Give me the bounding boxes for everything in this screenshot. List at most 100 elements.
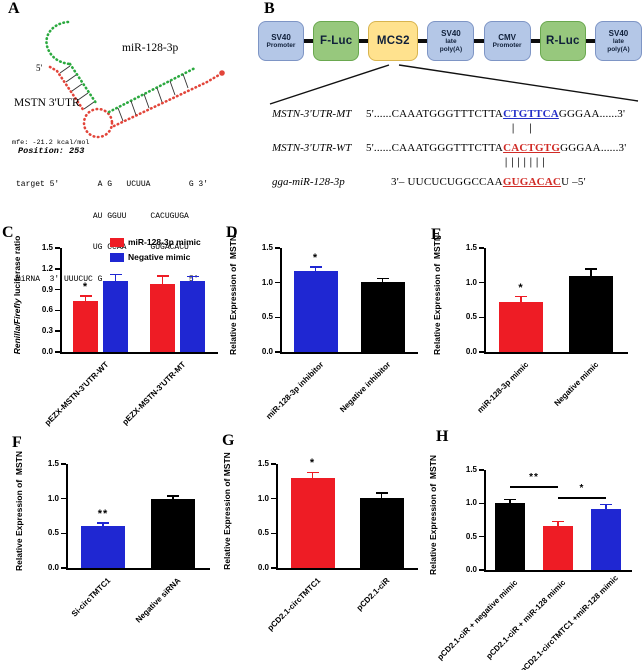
y-tick [61,567,66,569]
sequence-text: 5'......CAAATGGGTTTCTTACTGTTCAGGGAA.....… [366,108,625,120]
error-bar-cap [167,495,179,497]
error-bar [381,278,384,282]
y-tick-label: 1.5 [261,243,273,252]
chart-g-overexpression: Relative Expression of MSTN 0.0 0.5 1.0 1.5 *… [218,436,428,668]
sequence-seed-highlight: CACTGTG [503,142,561,154]
y-tick [271,497,276,500]
y-tick [55,351,60,353]
error-bar-cap [552,520,564,523]
construct-box-2: MCS2 [368,21,419,61]
y-tick-label: 1.5 [257,459,269,468]
error-bar [557,521,559,526]
error-bar [314,266,317,271]
mirna-name-label: miR-128-3p [122,42,178,54]
alignment-line: target 5' A G UCUUA G 3' [16,180,209,189]
y-tick [55,268,60,270]
x-category-label: pEZX-MSTN-3'UTR-WT [42,360,110,428]
x-category-label: miR-128-3p inhibitor [263,360,325,422]
error-bar-cap [309,265,322,268]
mirna-strand-ladder [68,62,98,105]
y-tick-label: 0.0 [261,347,273,356]
panel-b-vector-construct: SV40 Promoter F-Luc MCS2 SV40 late poly(A) CMV P… [258,2,642,214]
bar [81,525,125,568]
sequence-prefix: 5'......CAAATGGGTTTCTTA [366,108,504,120]
target-strand-ladder [48,65,86,113]
mirna-strand-hook [45,20,72,66]
error-bar-cap [504,498,516,501]
y-axis-label-part: Renilla/Firefly [12,298,22,355]
y-axis [280,248,282,352]
x-axis [60,352,218,354]
significance-marker: * [82,280,89,293]
error-bar-cap [600,503,612,506]
bar [359,497,404,568]
error-bar-cap [375,492,388,494]
y-tick-label: 1.0 [257,493,269,503]
y-tick [271,463,276,465]
y-tick-label: 1.5 [41,243,53,252]
y-axis-label: Renilla/Firefly luciferase ratio [12,224,22,366]
error-bar [84,295,87,302]
y-axis [276,464,278,568]
construct-box-3: SV40 late poly(A) [427,21,475,61]
construct-box-label: late [612,37,625,45]
construct-box-label: SV40 [441,28,461,38]
construct-box-label: poly(A) [607,45,630,53]
y-tick [479,351,484,353]
y-tick-label: 0.0 [465,347,477,356]
legend-label: miR-128-3p mimic [128,237,201,247]
y-tick [271,567,276,569]
construct-box-label: SV40 [271,32,291,42]
construct-box-label: poly(A) [439,45,463,53]
bar [290,477,335,568]
bar [151,498,195,568]
x-category-label: Negative inhibitor [337,360,392,415]
sequence-suffix: GGGAA......3' [560,142,627,154]
construct-box-0: SV40 Promoter [258,21,304,61]
sequence-prefix: 3'– UUCUCUGGCCAA [391,176,503,188]
y-tick [275,281,280,284]
error-bar [520,296,522,303]
bar [293,270,338,352]
x-axis [484,352,628,354]
match-bars-mt-wt: || [512,123,547,134]
y-tick-label: 1.0 [47,493,59,503]
error-bar [102,522,104,526]
y-axis-label: Relative Expression of MSTN [432,224,442,366]
construct-box-label: CMV [498,32,517,42]
error-bar-cap [306,471,319,474]
y-tick-label: 0.5 [261,312,273,322]
target-loop [82,107,114,139]
fanout-line [269,64,639,105]
y-tick [55,288,60,291]
sequence-prefix: 5'......CAAATGGGTTTCTTA [366,142,504,154]
legend-label: Negative mimic [128,252,191,262]
y-tick-label: 0.0 [41,347,53,356]
construct-box-label: MCS2 [376,35,410,47]
y-axis-label: Relative Expression of MSTN [14,440,24,582]
error-bar-cap [376,277,389,280]
y-axis [60,248,62,352]
y-tick-label: 0.6 [41,305,53,315]
error-bar [590,268,592,277]
chart-e-mstn-mimic: Relative Expression of MSTN 0.0 0.5 1.0 1.5 *… [428,228,640,430]
error-bar [191,276,194,281]
error-bar-cap [79,295,92,297]
y-tick-label: 0.0 [257,563,269,572]
y-tick [61,497,66,500]
y-tick-label: 0.0 [465,565,477,574]
x-axis [66,568,210,570]
alignment-line: UG CCAA GUGACACU [16,243,189,252]
chart-c-luciferase: Renilla/Firefly luciferase ratio 0.0 0.3 0.… [8,228,224,430]
target-strand-stem [112,73,221,128]
mirna-strand-stem [107,66,197,114]
panel-letter-a: A [8,0,20,17]
y-tick-label: 0.9 [41,284,53,294]
x-category-label: pEZX-MSTN-3'UTR-MT [120,360,187,427]
error-bar [161,275,164,285]
alignment-line: miRNA 3' UUUCUC G 5' [16,274,199,284]
x-axis [280,352,418,354]
bar [543,526,573,570]
x-category-label: pCD2.1-ciR + negative mimic [435,578,520,662]
y-tick-label: 1.5 [47,459,59,468]
